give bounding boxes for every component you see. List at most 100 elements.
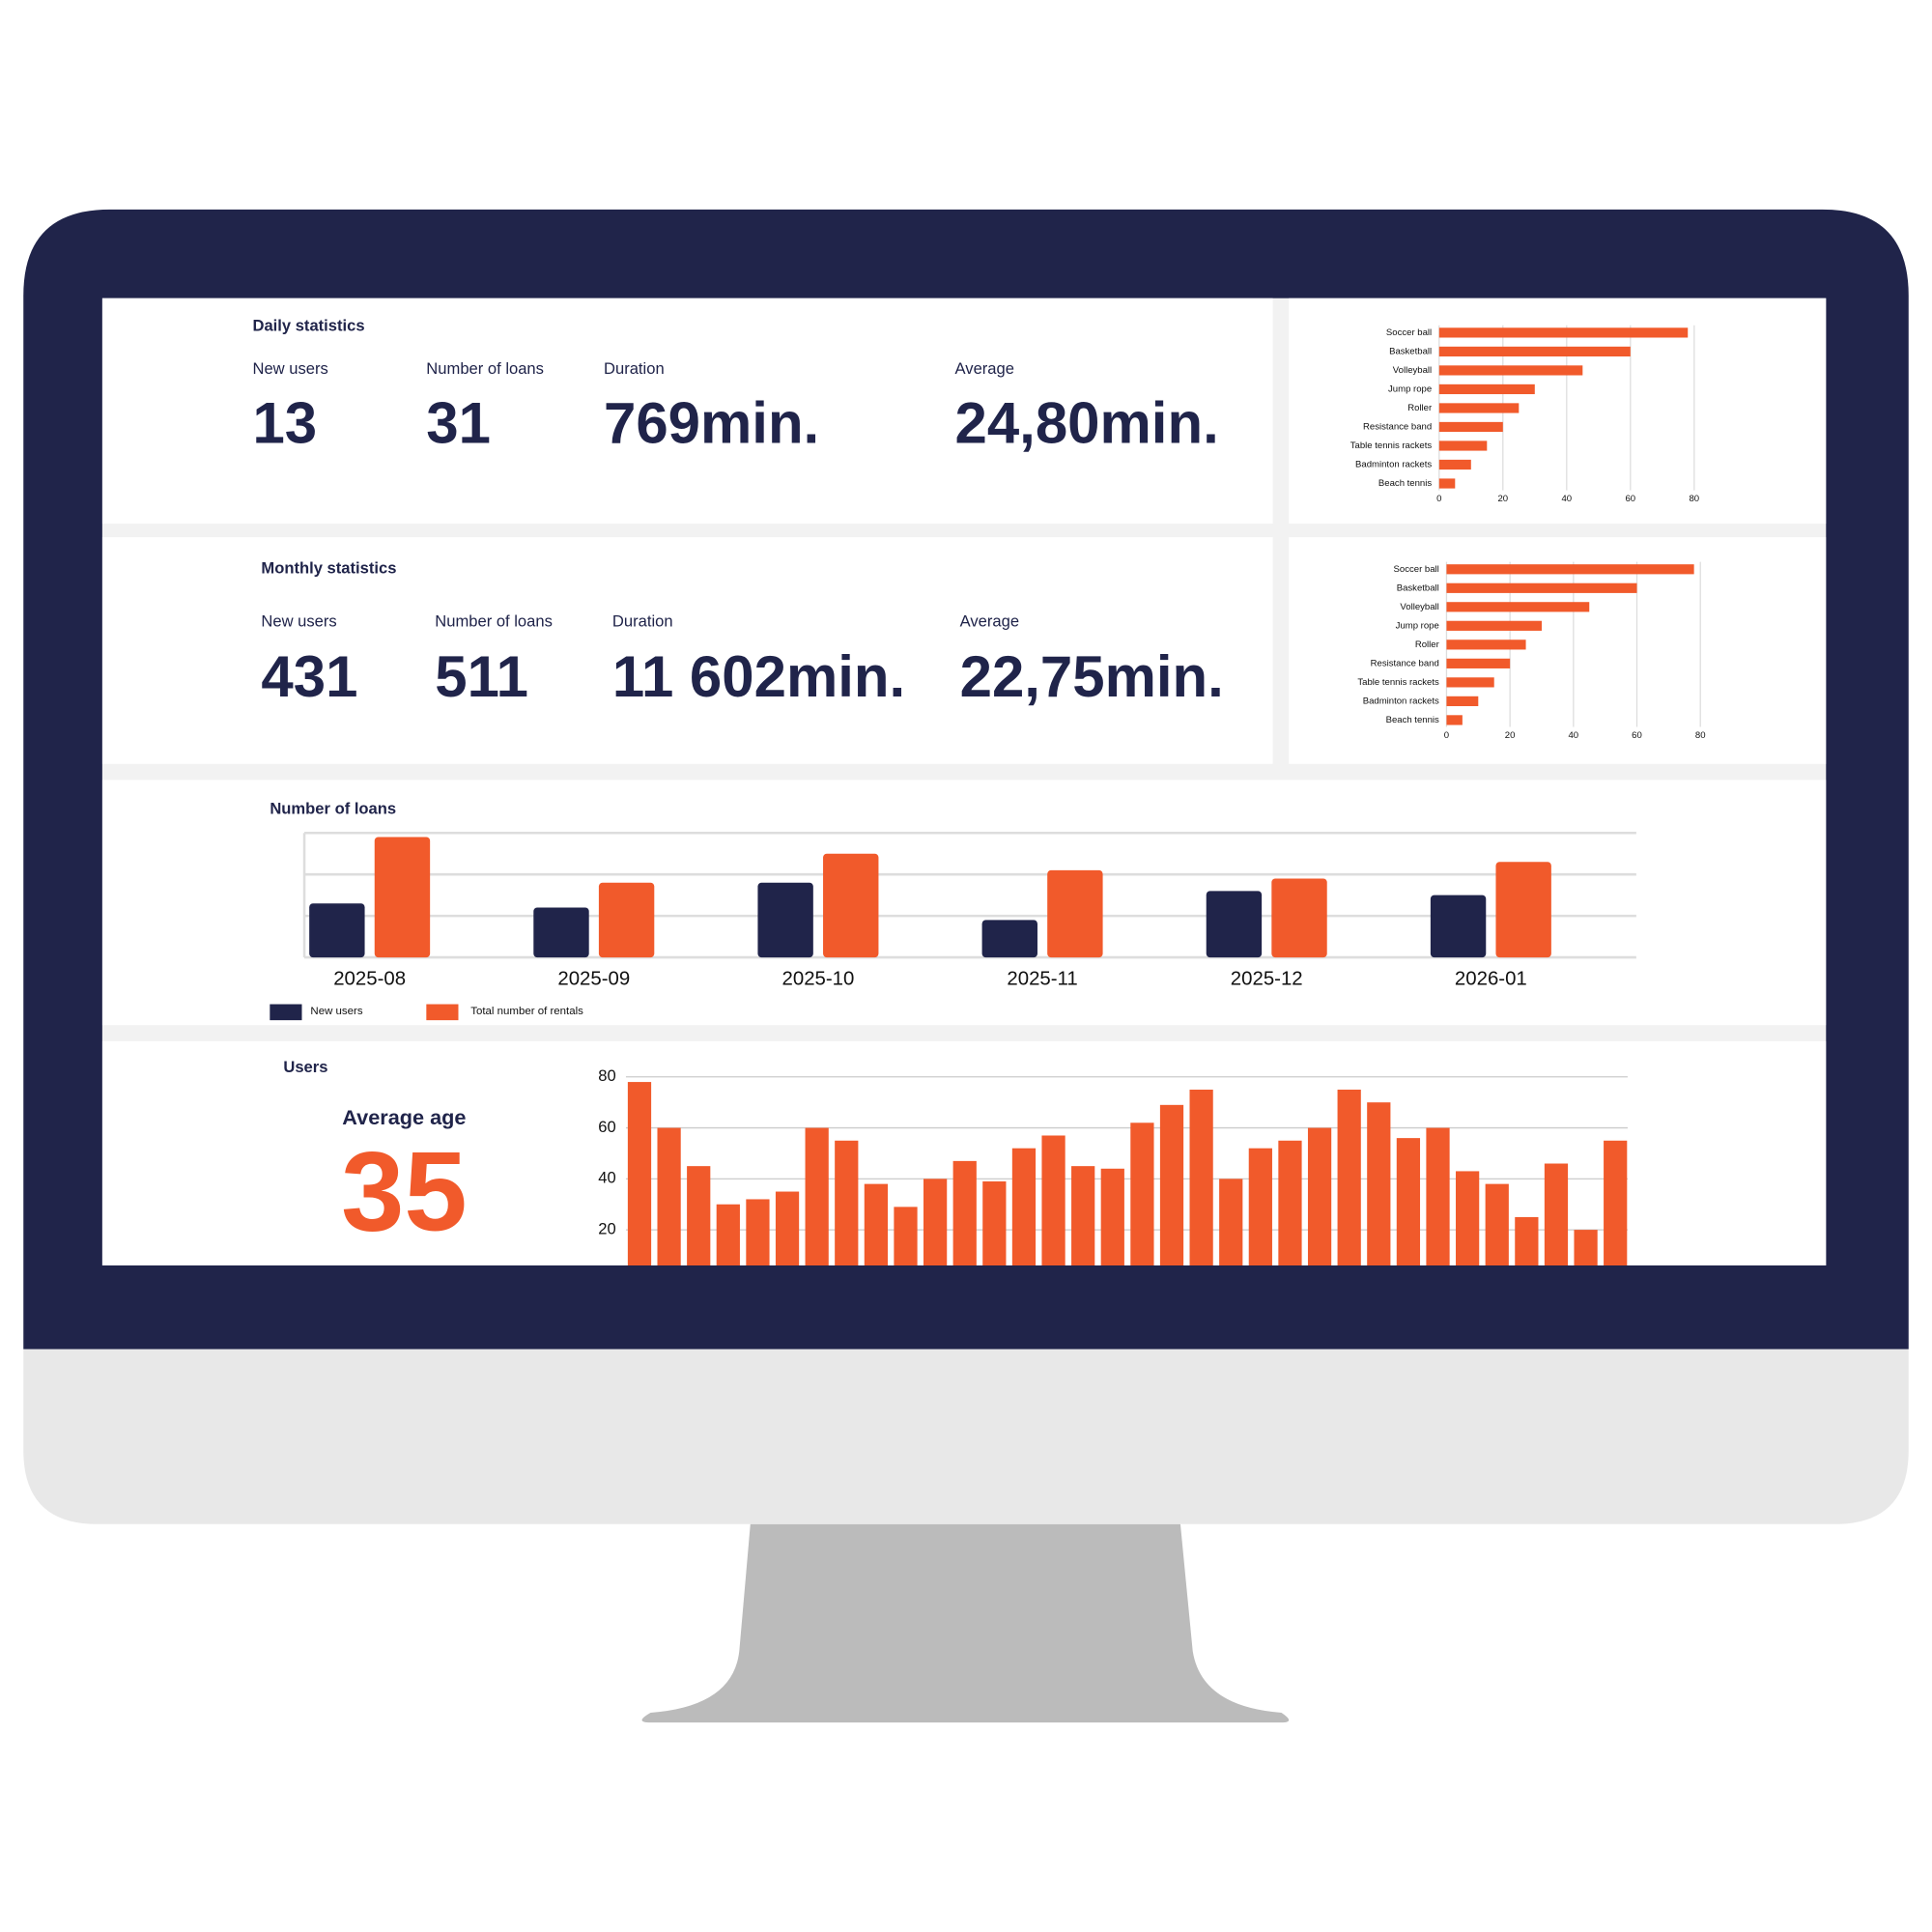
bar <box>1438 384 1535 395</box>
bar <box>1189 1089 1213 1265</box>
stat-value: 511 <box>435 644 528 709</box>
y-tick-label: Beach tennis <box>1378 478 1432 489</box>
bar <box>1430 895 1487 958</box>
x-tick-label: 40 <box>1561 494 1572 504</box>
y-tick-label: Jump rope <box>1396 620 1439 631</box>
bar <box>1278 1140 1302 1265</box>
y-tick-label: 80 <box>598 1066 615 1085</box>
y-tick-label: Resistance band <box>1363 421 1432 432</box>
bar <box>1446 696 1479 706</box>
bar <box>1219 1179 1243 1265</box>
y-tick-label: Basketball <box>1389 346 1432 356</box>
stat-label: New users <box>261 612 336 631</box>
bar <box>1047 869 1103 958</box>
bar <box>1438 365 1583 376</box>
x-tick-label: 20 <box>1505 730 1516 741</box>
bar <box>687 1166 711 1265</box>
stat-value: 431 <box>261 644 357 709</box>
bar <box>864 1183 889 1265</box>
bar <box>1446 715 1463 725</box>
bar <box>1438 421 1503 433</box>
bar <box>1100 1168 1124 1265</box>
dashboard: Daily statistics Monthly statistics Numb… <box>101 298 1827 1265</box>
x-tick-label: 2025-09 <box>557 968 630 989</box>
stat-value: 35 <box>341 1127 468 1254</box>
bar <box>1456 1171 1480 1265</box>
chart-title: Number of loans <box>270 799 396 817</box>
section-title: Monthly statistics <box>261 559 396 578</box>
bar <box>894 1207 918 1265</box>
y-tick-label: Volleyball <box>1400 602 1438 612</box>
stat-label: Number of loans <box>435 612 553 631</box>
bar <box>1446 658 1511 668</box>
bar <box>1515 1216 1539 1265</box>
bar <box>1574 1230 1598 1265</box>
bar <box>757 882 813 958</box>
bar <box>1367 1102 1391 1265</box>
bar <box>1248 1148 1272 1265</box>
stat-label: Duration <box>612 612 673 631</box>
bar <box>1446 620 1542 631</box>
bar <box>1446 564 1694 575</box>
bar <box>1438 403 1520 413</box>
stat-value: 31 <box>426 390 491 455</box>
bar <box>1446 582 1637 593</box>
y-tick-label: 40 <box>598 1169 615 1187</box>
stat-value: 11 602min. <box>612 644 905 709</box>
y-tick-label: Jump rope <box>1388 384 1432 394</box>
bar <box>1438 440 1488 451</box>
y-tick-label: Soccer ball <box>1386 327 1432 338</box>
stat-label: Average <box>955 359 1014 378</box>
y-tick-label: Roller <box>1407 403 1433 413</box>
bar <box>923 1179 948 1265</box>
bar <box>1130 1122 1154 1265</box>
bar <box>716 1204 740 1265</box>
bar <box>1159 1104 1184 1265</box>
x-tick-label: 60 <box>1632 730 1642 741</box>
bar <box>1041 1135 1065 1265</box>
bar <box>374 837 431 958</box>
x-tick-label: 2025-10 <box>782 968 855 989</box>
bar <box>1396 1138 1421 1265</box>
x-tick-label: 2026-01 <box>1455 968 1527 989</box>
stat-label: Number of loans <box>426 359 544 378</box>
stand <box>641 1523 1290 1723</box>
y-tick-label: Table tennis rackets <box>1357 677 1439 688</box>
panel <box>1289 537 1827 764</box>
y-tick-label: Volleyball <box>1393 365 1432 376</box>
y-tick-label: Basketball <box>1397 582 1439 593</box>
bar <box>1438 478 1456 489</box>
y-tick-label: Soccer ball <box>1394 564 1439 575</box>
bar <box>982 1180 1007 1265</box>
bar <box>1438 459 1471 470</box>
bar <box>1307 1127 1332 1265</box>
legend-swatch <box>270 1004 302 1021</box>
bar <box>1446 639 1526 650</box>
x-tick-label: 0 <box>1444 730 1449 741</box>
y-tick-label: Resistance band <box>1371 658 1439 668</box>
x-tick-label: 2025-12 <box>1231 968 1303 989</box>
bar <box>1604 1140 1628 1265</box>
bar <box>981 920 1037 958</box>
bar <box>1011 1148 1037 1265</box>
bar <box>1271 878 1327 958</box>
bar <box>1426 1127 1450 1265</box>
y-tick-label: Beach tennis <box>1386 715 1439 725</box>
x-tick-label: 80 <box>1695 730 1706 741</box>
bar <box>746 1199 770 1265</box>
bar <box>533 907 589 958</box>
y-tick-label: Table tennis rackets <box>1350 440 1433 451</box>
bar <box>598 882 655 958</box>
bar <box>627 1082 652 1265</box>
bar <box>1446 602 1590 612</box>
panel <box>101 537 1273 764</box>
legend-swatch <box>426 1004 459 1021</box>
bar <box>1485 1183 1509 1265</box>
y-tick-label: 20 <box>598 1219 615 1237</box>
bar <box>805 1127 829 1265</box>
x-tick-label: 40 <box>1569 730 1579 741</box>
panel <box>101 298 1273 525</box>
section-title: Users <box>283 1058 327 1076</box>
y-tick-label: 60 <box>598 1118 615 1136</box>
